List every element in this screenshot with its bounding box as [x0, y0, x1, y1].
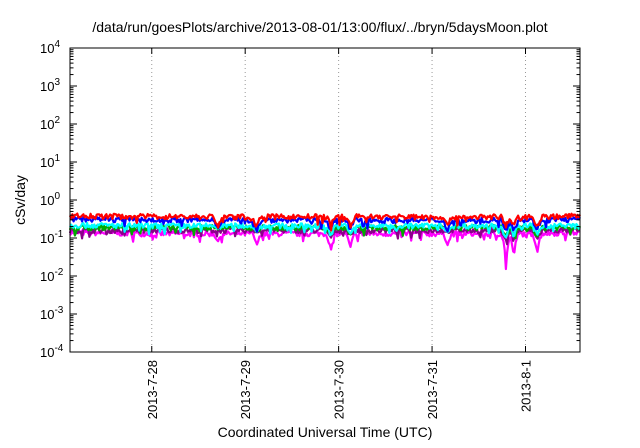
chart-title: /data/run/goesPlots/archive/2013-08-01/1…: [92, 19, 548, 35]
y-tick-label: 10-1: [40, 229, 64, 246]
y-tick-label: 101: [40, 153, 60, 170]
y-tick-label: 102: [40, 115, 60, 132]
series-line: [68, 221, 581, 239]
y-tick-label: 10-3: [40, 305, 64, 322]
y-tick-label: 103: [40, 77, 60, 94]
y-tick-label: 10-4: [40, 343, 64, 360]
y-tick-label: 104: [40, 39, 60, 56]
x-tick-label: 2013-7-31: [425, 360, 440, 419]
x-tick-label: 2013-7-28: [145, 360, 160, 419]
series-line: [69, 215, 581, 233]
y-tick-label: 100: [40, 191, 60, 208]
x-tick-label: 2013-7-30: [332, 360, 347, 419]
x-tick-label: 2013-7-29: [238, 360, 253, 419]
series-line: [68, 212, 581, 232]
x-axis-label: Coordinated Universal Time (UTC): [217, 424, 433, 440]
x-tick-label: 2013-8-1: [518, 360, 533, 412]
plot-frame: [69, 47, 581, 353]
y-tick-label: 10-2: [40, 267, 64, 284]
series-line: [69, 229, 581, 271]
